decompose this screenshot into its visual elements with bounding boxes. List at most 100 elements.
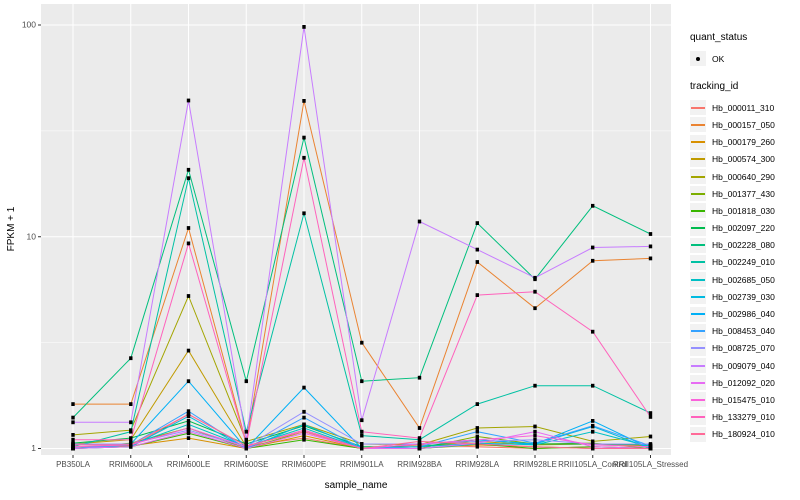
data-point bbox=[302, 211, 306, 216]
legend-key-line-icon bbox=[690, 169, 706, 185]
legend-item-Hb_012092_020: Hb_012092_020 bbox=[690, 374, 798, 391]
x-tick-label: RRIM928BA bbox=[397, 460, 442, 469]
legend-item-label: Hb_002097_220 bbox=[712, 223, 775, 234]
legend-item-Hb_002685_050: Hb_002685_050 bbox=[690, 271, 798, 288]
legend-key-line-icon bbox=[690, 340, 706, 356]
data-point bbox=[129, 437, 133, 442]
data-point bbox=[417, 436, 422, 440]
data-point bbox=[186, 414, 191, 419]
data-point bbox=[648, 244, 653, 249]
legend-item-label: Hb_012092_020 bbox=[712, 377, 775, 388]
data-point bbox=[533, 444, 537, 449]
data-point bbox=[302, 135, 306, 140]
data-point bbox=[302, 409, 306, 414]
data-point bbox=[417, 426, 422, 430]
data-point bbox=[648, 442, 653, 446]
x-tick-label: RRIM600LA bbox=[109, 460, 153, 469]
data-point bbox=[475, 260, 479, 264]
data-point bbox=[648, 411, 653, 415]
data-point bbox=[533, 429, 537, 434]
legend-item-Hb_001377_430: Hb_001377_430 bbox=[690, 185, 798, 202]
data-point bbox=[244, 429, 248, 434]
legend-key-line-icon bbox=[690, 323, 706, 339]
legend-item-label: Hb_002249_010 bbox=[712, 257, 775, 268]
legend-item-Hb_008725_070: Hb_008725_070 bbox=[690, 340, 798, 357]
legend-item-Hb_008453_040: Hb_008453_040 bbox=[690, 323, 798, 340]
data-point bbox=[533, 289, 537, 294]
legend-item-Hb_002739_030: Hb_002739_030 bbox=[690, 288, 798, 305]
data-point bbox=[475, 437, 479, 442]
legend-item-label: Hb_000640_290 bbox=[712, 171, 775, 182]
legend-item-label: OK bbox=[712, 53, 725, 64]
legend-item-label: Hb_133279_010 bbox=[712, 412, 775, 423]
data-point bbox=[475, 434, 479, 439]
legend-key-line-icon bbox=[690, 358, 706, 374]
legend-key-line-icon bbox=[690, 426, 706, 442]
data-point bbox=[360, 418, 364, 423]
data-point bbox=[71, 437, 75, 442]
data-point bbox=[302, 429, 306, 434]
panel-background bbox=[41, 4, 671, 455]
legend-key-line-icon bbox=[690, 203, 706, 219]
x-axis-title: sample_name bbox=[324, 480, 388, 491]
legend-key-line-icon bbox=[690, 117, 706, 133]
data-point bbox=[533, 433, 537, 438]
x-tick-label: RRIM928LA bbox=[455, 460, 499, 469]
data-point bbox=[360, 379, 364, 384]
data-point bbox=[360, 429, 364, 434]
legend-item-Hb_002249_010: Hb_002249_010 bbox=[690, 254, 798, 271]
legend-item-label: Hb_000574_300 bbox=[712, 154, 775, 165]
legend-item-Hb_015475_010: Hb_015475_010 bbox=[690, 391, 798, 408]
data-point bbox=[244, 437, 248, 442]
y-tick-label: 1 bbox=[31, 443, 36, 453]
x-tick-label: RRII105LA_Control bbox=[558, 460, 628, 469]
data-point bbox=[302, 437, 306, 442]
data-point bbox=[648, 232, 653, 236]
data-point bbox=[186, 241, 191, 246]
legend-item-label: Hb_002685_050 bbox=[712, 274, 775, 285]
data-point bbox=[129, 429, 133, 434]
y-axis-title: FPKM + 1 bbox=[6, 206, 17, 252]
data-point bbox=[186, 422, 191, 427]
data-point bbox=[302, 415, 306, 420]
legend-item-label: Hb_000011_310 bbox=[712, 102, 775, 113]
data-point bbox=[302, 99, 306, 103]
legend-item-label: Hb_008453_040 bbox=[712, 326, 775, 337]
data-point bbox=[533, 441, 537, 445]
legend-title-quant-status: quant_status bbox=[690, 32, 748, 43]
data-point bbox=[591, 443, 595, 447]
legend-item-label: Hb_002739_030 bbox=[712, 291, 775, 302]
data-point bbox=[186, 409, 191, 414]
data-point bbox=[417, 442, 422, 446]
legend-item-label: Hb_001818_030 bbox=[712, 205, 775, 216]
legend-item-Hb_000640_290: Hb_000640_290 bbox=[690, 168, 798, 185]
legend-key-line-icon bbox=[690, 409, 706, 425]
legend-item-Hb_180924_010: Hb_180924_010 bbox=[690, 426, 798, 443]
quant-ok-point-icon bbox=[690, 51, 706, 67]
data-point bbox=[302, 25, 306, 29]
x-tick-label: RRII105LA_Stressed bbox=[613, 460, 688, 469]
x-tick-label: RRIM600PE bbox=[282, 460, 326, 469]
y-tick-label: 10 bbox=[27, 231, 37, 241]
legend: quant_status OK tracking_id Hb_000011_31… bbox=[690, 26, 798, 443]
data-point bbox=[129, 443, 133, 447]
legend-key-line-icon bbox=[690, 254, 706, 270]
legend-item-label: Hb_009079_040 bbox=[712, 360, 775, 371]
data-point bbox=[591, 203, 595, 208]
data-point bbox=[244, 443, 248, 448]
legend-title-tracking-id: tracking_id bbox=[690, 81, 739, 93]
data-point bbox=[71, 415, 75, 420]
data-point bbox=[533, 275, 537, 280]
x-tick-label: RRIM928LE bbox=[513, 460, 557, 469]
legend-key-line-icon bbox=[690, 134, 706, 150]
legend-item-label: Hb_008725_070 bbox=[712, 343, 775, 354]
legend-item-Hb_000574_300: Hb_000574_300 bbox=[690, 151, 798, 168]
data-point bbox=[533, 424, 537, 429]
data-point bbox=[475, 402, 479, 406]
legend-item-Hb_002097_220: Hb_002097_220 bbox=[690, 220, 798, 237]
legend-key-line-icon bbox=[690, 220, 706, 236]
legend-item-label: Hb_000157_050 bbox=[712, 119, 775, 130]
data-point bbox=[475, 442, 479, 446]
data-point bbox=[186, 436, 191, 440]
